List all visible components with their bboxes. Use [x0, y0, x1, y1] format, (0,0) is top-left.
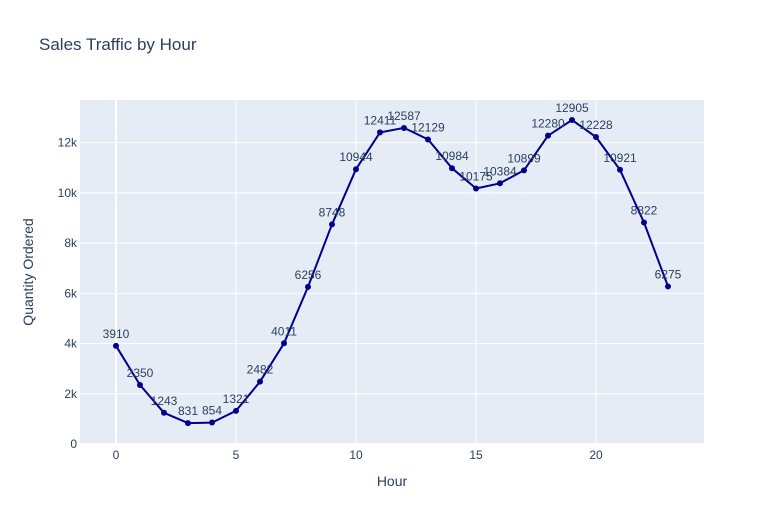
data-point	[617, 166, 623, 173]
x-tick-label: 5	[233, 448, 240, 462]
data-label: 3910	[103, 327, 130, 341]
data-label: 10921	[603, 151, 637, 165]
data-label: 10944	[339, 150, 373, 164]
data-label: 1243	[151, 394, 178, 408]
data-point	[425, 136, 431, 143]
data-label: 10175	[459, 170, 493, 184]
axis-ticks: 0 2k 4k 6k 8k 10k 12k 0 5 10 15 20	[58, 136, 603, 462]
data-point	[545, 132, 551, 139]
chart-title: Sales Traffic by Hour	[39, 35, 197, 54]
data-label: 12129	[411, 120, 445, 134]
data-point	[449, 165, 455, 172]
y-tick-label: 10k	[58, 186, 78, 200]
y-tick-label: 4k	[64, 337, 78, 351]
series-line	[115, 119, 669, 425]
data-label: 10984	[435, 149, 469, 163]
data-point	[281, 340, 287, 347]
data-point	[113, 342, 119, 349]
data-label: 2350	[127, 366, 154, 380]
x-tick-label: 10	[349, 448, 363, 462]
x-axis-title: Hour	[377, 473, 408, 489]
data-point	[137, 381, 143, 388]
data-label: 10899	[507, 151, 541, 165]
data-point	[329, 221, 335, 228]
data-point	[185, 420, 191, 427]
data-point	[497, 180, 503, 187]
data-label: 831	[178, 404, 198, 418]
x-tick-label: 20	[589, 448, 603, 462]
data-label: 4011	[271, 324, 297, 338]
data-label: 10384	[483, 164, 517, 178]
y-tick-label: 12k	[58, 136, 78, 150]
data-label: 6275	[655, 267, 682, 281]
y-axis-title: Quantity Ordered	[20, 218, 36, 325]
data-point	[257, 378, 263, 385]
data-label: 12280	[531, 117, 565, 131]
data-point	[665, 283, 671, 290]
data-label: 1321	[223, 392, 250, 406]
data-markers	[113, 116, 671, 427]
data-point	[353, 166, 359, 173]
y-tick-label: 2k	[64, 387, 78, 401]
data-label: 12905	[555, 101, 589, 115]
data-label: 12411	[364, 113, 397, 127]
y-tick-label: 8k	[64, 236, 78, 250]
data-point	[161, 409, 167, 416]
y-tick-label: 0	[70, 437, 77, 451]
plot-background	[80, 100, 704, 444]
y-tick-label: 6k	[64, 286, 78, 300]
data-label: 854	[202, 404, 222, 418]
data-label: 8822	[631, 203, 658, 217]
data-point	[377, 129, 383, 136]
data-point	[233, 407, 239, 414]
data-point	[305, 283, 311, 290]
data-point	[593, 133, 599, 140]
data-label: 12228	[579, 118, 613, 132]
data-label: 2482	[247, 363, 274, 377]
data-point	[209, 419, 215, 426]
data-point	[473, 185, 479, 192]
data-point	[569, 116, 575, 123]
data-point	[521, 167, 527, 174]
x-tick-label: 0	[113, 448, 120, 462]
data-label: 8748	[319, 205, 346, 219]
data-point	[401, 124, 407, 131]
data-label: 12587	[387, 109, 421, 123]
grid-lines	[80, 100, 704, 445]
data-label: 6256	[295, 268, 322, 282]
x-tick-label: 15	[469, 448, 483, 462]
data-point	[641, 219, 647, 226]
